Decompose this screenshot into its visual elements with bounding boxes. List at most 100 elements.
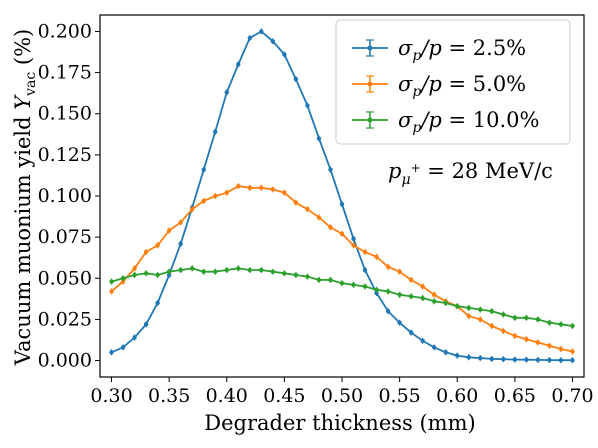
y-tick-label: 0.125 xyxy=(38,144,92,166)
data-point xyxy=(109,289,114,294)
data-point xyxy=(374,254,379,260)
data-point xyxy=(478,317,483,322)
legend-label: σp/p = 5.0% xyxy=(398,72,526,100)
data-point xyxy=(547,357,552,363)
data-point xyxy=(524,315,529,320)
data-point xyxy=(478,307,483,312)
data-point xyxy=(155,243,160,248)
data-point xyxy=(385,289,391,294)
legend-marker xyxy=(367,81,373,87)
data-point xyxy=(109,350,114,355)
data-point xyxy=(501,328,506,334)
x-axis-title: Degrader thickness (mm) xyxy=(204,411,475,435)
data-point xyxy=(293,200,299,205)
data-point xyxy=(524,357,529,362)
data-point xyxy=(466,313,471,319)
data-point xyxy=(535,357,541,363)
data-point xyxy=(189,266,195,271)
data-point xyxy=(143,322,149,327)
y-axis-title-symbol: Y xyxy=(11,94,35,110)
data-point xyxy=(397,292,402,297)
legend: σp/p = 2.5% σp/p = 5.0% σp/p = 10.0% xyxy=(335,19,571,145)
momentum-symbol: p xyxy=(388,159,401,183)
data-point xyxy=(178,241,183,246)
x-tick-label: 0.40 xyxy=(206,385,248,407)
data-point xyxy=(455,353,460,358)
data-point xyxy=(374,287,379,292)
data-point xyxy=(201,198,206,204)
data-point xyxy=(132,266,137,271)
data-point xyxy=(489,356,495,362)
x-tick-label: 0.35 xyxy=(148,385,190,407)
data-point xyxy=(408,277,414,283)
x-tick-label: 0.65 xyxy=(494,385,536,407)
legend-label: σp/p = 2.5% xyxy=(398,36,526,64)
x-axis: 0.30 0.35 0.40 0.45 0.50 0.55 0.60 0.65 0.70 xyxy=(90,377,594,407)
data-point xyxy=(236,266,241,271)
data-point xyxy=(120,279,126,284)
data-point xyxy=(293,272,299,278)
data-point xyxy=(547,320,552,325)
x-tick-label: 0.70 xyxy=(551,385,593,407)
x-tick-label: 0.55 xyxy=(378,385,420,407)
series-2 xyxy=(109,183,575,355)
data-point xyxy=(328,277,333,283)
data-point xyxy=(247,185,253,190)
y-tick-label: 0.100 xyxy=(38,185,92,207)
data-point xyxy=(270,187,276,192)
data-point xyxy=(339,281,345,286)
data-point xyxy=(374,290,379,296)
data-point xyxy=(558,346,564,352)
data-point xyxy=(570,358,575,363)
data-point xyxy=(397,269,402,274)
data-point xyxy=(431,299,437,304)
data-point xyxy=(570,323,575,329)
data-point xyxy=(351,243,356,248)
y-tick-label: 0.050 xyxy=(38,267,92,289)
legend-marker xyxy=(367,117,373,123)
data-point xyxy=(178,267,183,273)
data-point xyxy=(420,338,425,343)
data-point xyxy=(408,330,414,335)
momentum-superscript: + xyxy=(411,161,421,175)
data-point xyxy=(143,249,149,255)
y-axis-title-main: Vacuum muonium yield xyxy=(11,110,35,366)
data-point xyxy=(535,317,541,322)
data-point xyxy=(501,312,506,317)
legend-marker xyxy=(367,45,373,51)
data-point xyxy=(155,300,160,306)
data-point xyxy=(362,284,368,289)
data-point xyxy=(385,308,391,314)
data-point xyxy=(328,225,333,230)
x-tick-label: 0.30 xyxy=(90,385,132,407)
data-point xyxy=(316,215,322,220)
data-point xyxy=(316,277,322,283)
y-tick-label: 0.075 xyxy=(38,226,92,248)
data-point xyxy=(270,39,276,44)
data-point xyxy=(339,231,345,237)
data-point xyxy=(466,355,471,360)
data-point xyxy=(282,271,287,276)
data-point xyxy=(201,269,206,274)
data-point xyxy=(166,272,172,278)
series-1 xyxy=(109,28,575,364)
data-point xyxy=(443,300,448,306)
y-tick-label: 0.000 xyxy=(38,350,92,372)
data-point xyxy=(512,333,518,339)
data-point xyxy=(362,267,368,273)
data-point xyxy=(247,267,253,273)
data-point xyxy=(408,294,414,299)
data-point xyxy=(570,349,575,354)
data-point xyxy=(547,343,552,348)
momentum-annotation: pμ+ = 28 MeV/c xyxy=(388,159,553,188)
data-point xyxy=(501,357,506,362)
data-point xyxy=(224,267,229,273)
data-point xyxy=(247,35,253,41)
data-point xyxy=(109,279,114,284)
y-axis-title-unit: (%) xyxy=(11,29,35,72)
momentum-value: = 28 MeV/c xyxy=(421,159,553,183)
y-tick-label: 0.025 xyxy=(38,308,92,330)
y-tick-label: 0.150 xyxy=(38,103,92,125)
data-point xyxy=(305,103,310,108)
